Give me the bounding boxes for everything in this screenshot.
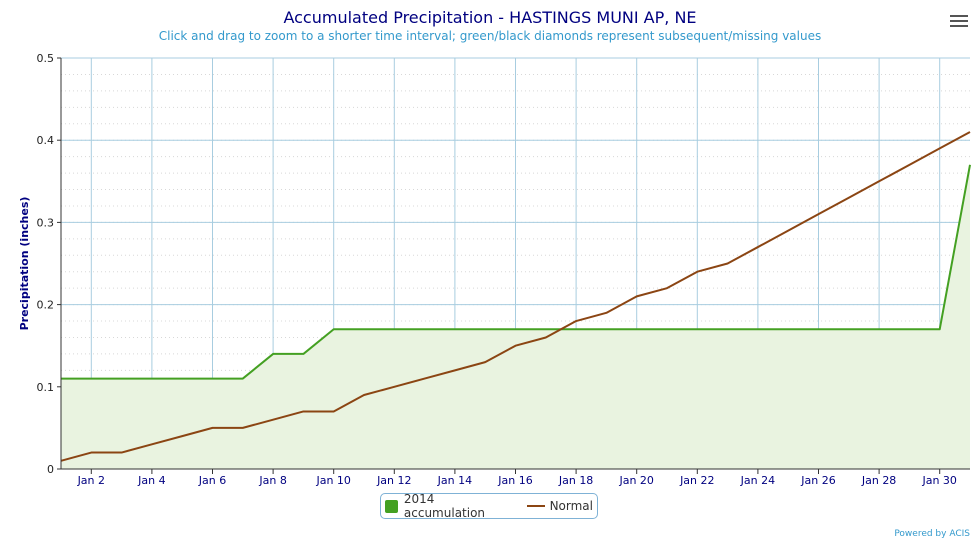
legend-swatch-2014-accumulation bbox=[385, 499, 398, 513]
y-tick-label: 0 bbox=[47, 463, 54, 476]
y-tick-label: 0.3 bbox=[37, 216, 55, 229]
chart-title: Accumulated Precipitation - HASTINGS MUN… bbox=[283, 8, 697, 27]
series-2014-accumulation-line bbox=[61, 164, 971, 380]
y-tick-label: 0.1 bbox=[37, 381, 55, 394]
x-tick-label: Jan 16 bbox=[497, 474, 532, 487]
x-tick-label: Jan 2 bbox=[77, 474, 105, 487]
legend-label-normal: Normal bbox=[549, 499, 593, 513]
x-tick-label: Jan 6 bbox=[198, 474, 226, 487]
x-tick-label: Jan 18 bbox=[558, 474, 593, 487]
y-tick-label: 0.5 bbox=[37, 52, 55, 65]
series-2014-accumulation-area bbox=[61, 164, 970, 470]
x-tick-label: Jan 30 bbox=[921, 474, 956, 487]
legend-item-2014-accumulation[interactable]: 2014 accumulation bbox=[385, 492, 519, 520]
y-tick-label: 0.4 bbox=[37, 134, 55, 147]
legend-item-normal[interactable]: Normal bbox=[526, 499, 593, 513]
x-tick-label: Jan 24 bbox=[740, 474, 775, 487]
y-axis-title: Precipitation (inches) bbox=[18, 197, 31, 331]
x-tick-label: Jan 20 bbox=[618, 474, 653, 487]
x-tick-label: Jan 10 bbox=[315, 474, 350, 487]
legend: 2014 accumulation Normal bbox=[380, 492, 598, 520]
series-normal-line bbox=[60, 131, 971, 462]
y-tick-label: 0.2 bbox=[37, 299, 55, 312]
x-tick-label: Jan 28 bbox=[861, 474, 896, 487]
hamburger-menu-icon[interactable] bbox=[950, 15, 968, 29]
x-tick-label: Jan 14 bbox=[437, 474, 472, 487]
powered-by-credit[interactable]: Powered by ACIS bbox=[894, 529, 970, 539]
legend-swatch-normal bbox=[526, 505, 545, 507]
x-tick-label: Jan 22 bbox=[679, 474, 714, 487]
x-tick-label: Jan 8 bbox=[258, 474, 286, 487]
x-tick-label: Jan 4 bbox=[137, 474, 165, 487]
legend-label-2014-accumulation: 2014 accumulation bbox=[403, 492, 486, 520]
chart-subtitle: Click and drag to zoom to a shorter time… bbox=[158, 29, 822, 43]
x-tick-label: Jan 26 bbox=[800, 474, 835, 487]
x-tick-label: Jan 12 bbox=[376, 474, 411, 487]
